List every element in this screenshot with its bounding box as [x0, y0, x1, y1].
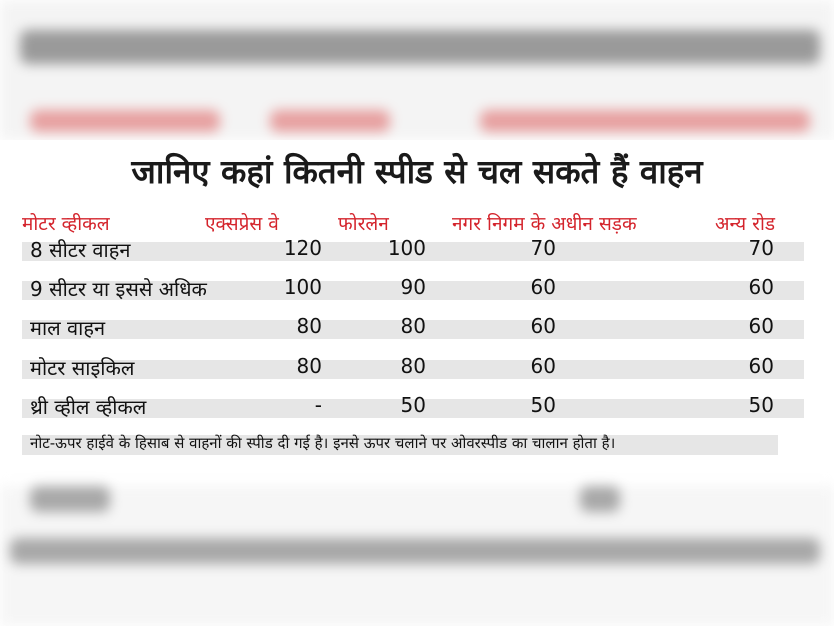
table-title: जानिए कहां कितनी स्पीड से चल सकते हैं वा… — [131, 152, 703, 191]
table-row: मोटर साइकिल 80 80 60 60 — [22, 354, 804, 380]
other-speed: 60 — [748, 275, 774, 299]
vehicle-name: मोटर साइकिल — [30, 356, 135, 380]
other-speed: 60 — [748, 314, 774, 338]
vehicle-name: 9 सीटर या इससे अधिक — [30, 277, 207, 301]
table-row: थ्री व्हील व्हीकल - 50 50 50 — [22, 393, 804, 419]
vehicle-name: माल वाहन — [30, 316, 106, 340]
header-vehicle: मोटर व्हीकल — [22, 213, 110, 235]
fourlane-speed: 100 — [387, 236, 426, 260]
municipal-speed: 60 — [530, 314, 556, 338]
fourlane-speed: 80 — [400, 354, 426, 378]
municipal-speed: 70 — [530, 236, 556, 260]
blurred-bottom-region — [0, 486, 834, 626]
expressway-speed: 120 — [283, 236, 322, 260]
note-text: नोट-ऊपर हाईवे के हिसाब से वाहनों की स्पी… — [30, 434, 616, 452]
other-speed: 70 — [748, 236, 774, 260]
other-speed: 50 — [748, 393, 774, 417]
blurred-top-region — [0, 0, 834, 140]
municipal-speed: 60 — [530, 275, 556, 299]
other-speed: 60 — [748, 354, 774, 378]
expressway-speed: 80 — [296, 354, 322, 378]
header-other-road: अन्य रोड — [715, 213, 776, 235]
header-municipal-road: नगर निगम के अधीन सड़क — [452, 213, 637, 235]
fourlane-speed: 50 — [400, 393, 426, 417]
vehicle-name: थ्री व्हील व्हीकल — [30, 395, 147, 419]
table-row: 8 सीटर वाहन 120 100 70 70 — [22, 236, 804, 262]
header-expressway: एक्सप्रेस वे — [205, 213, 279, 235]
fourlane-speed: 90 — [400, 275, 426, 299]
expressway-speed: - — [314, 393, 322, 417]
fourlane-speed: 80 — [400, 314, 426, 338]
municipal-speed: 50 — [530, 393, 556, 417]
expressway-speed: 80 — [296, 314, 322, 338]
table-row: 9 सीटर या इससे अधिक 100 90 60 60 — [22, 275, 804, 301]
vehicle-name: 8 सीटर वाहन — [30, 238, 131, 262]
table-note: नोट-ऊपर हाईवे के हिसाब से वाहनों की स्पी… — [22, 434, 778, 455]
municipal-speed: 60 — [530, 354, 556, 378]
header-fourlane: फोरलेन — [338, 213, 389, 235]
expressway-speed: 100 — [283, 275, 322, 299]
speed-table-card: जानिए कहां कितनी स्पीड से चल सकते हैं वा… — [0, 140, 834, 486]
table-row: माल वाहन 80 80 60 60 — [22, 314, 804, 340]
